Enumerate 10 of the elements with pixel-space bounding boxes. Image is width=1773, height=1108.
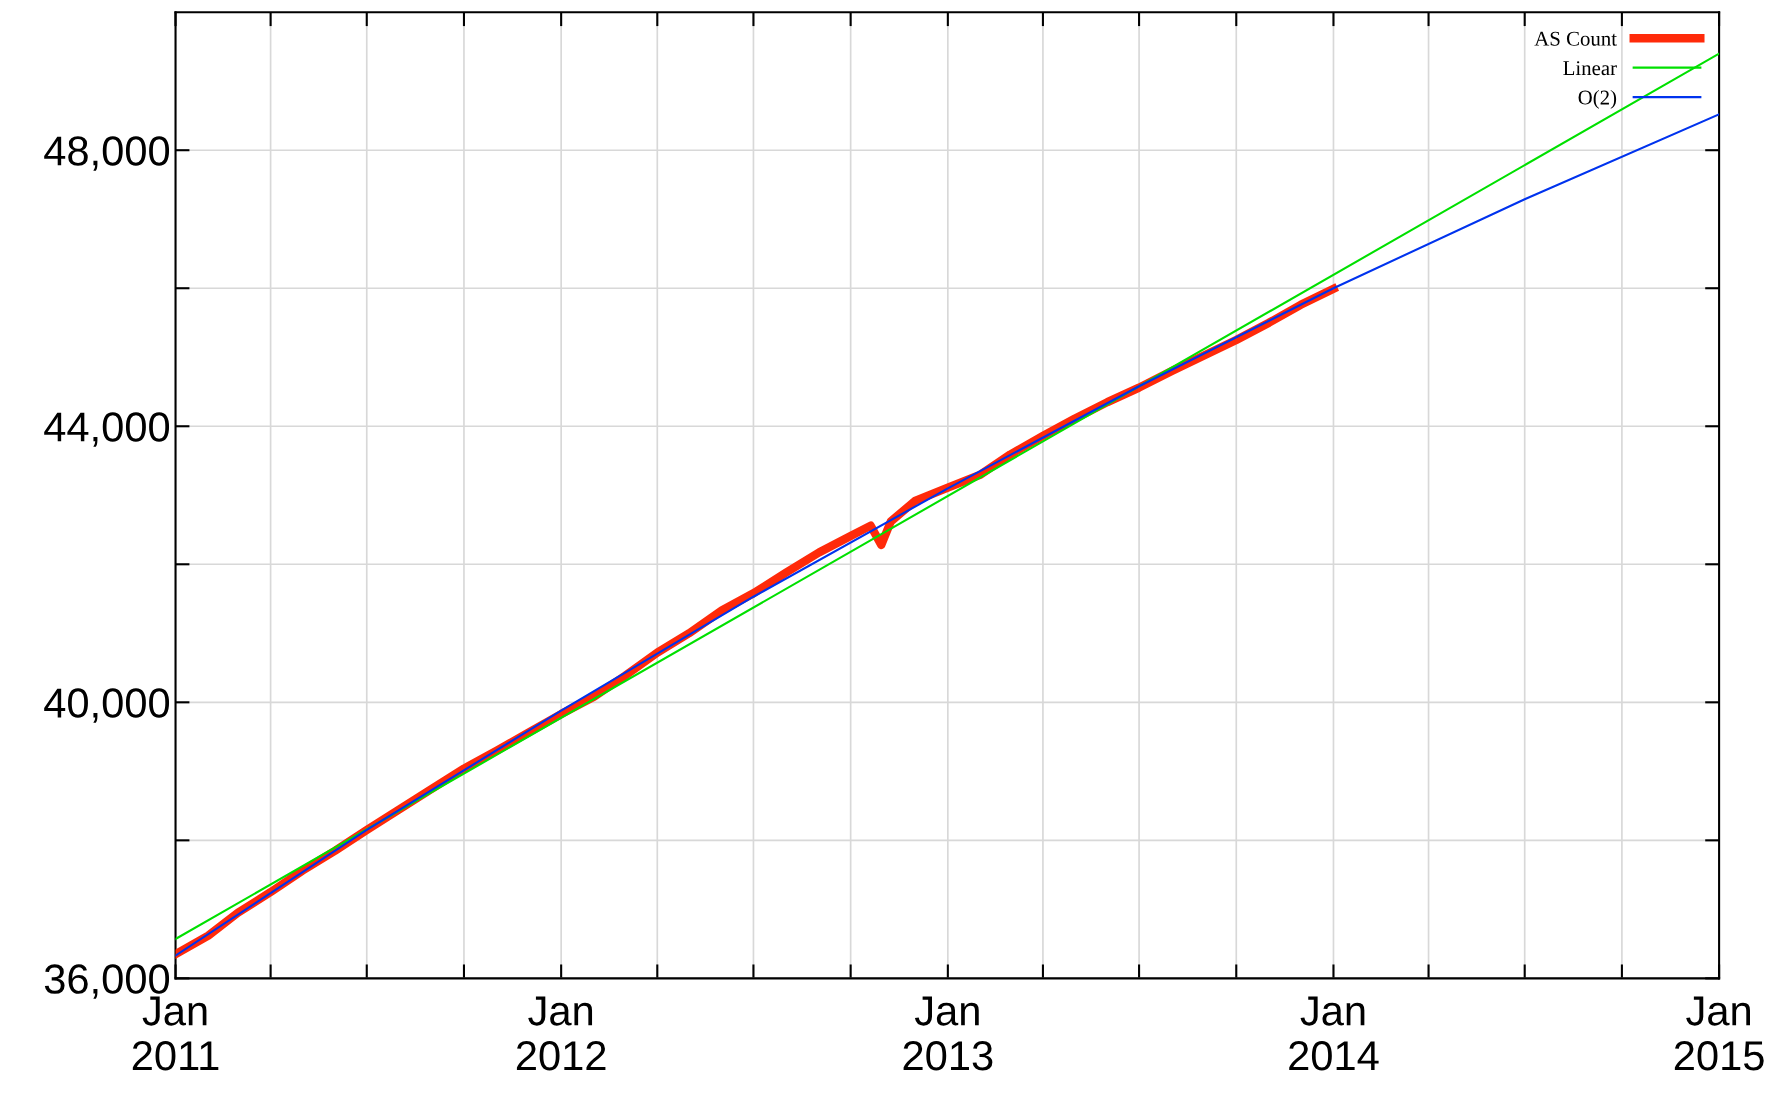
legend-label: AS Count: [1534, 31, 1617, 46]
y-tick-label: 40,000: [44, 688, 170, 723]
x-tick-label: Jan 2014: [1289, 996, 1379, 1071]
legend-label: Linear: [1563, 61, 1617, 76]
x-tick-label: Jan 2015: [1674, 996, 1764, 1071]
x-tick-label: Jan 2012: [516, 996, 606, 1071]
y-tick-label: 44,000: [44, 412, 170, 447]
x-tick-label: Jan 2013: [903, 996, 993, 1071]
legend-label: O(2): [1578, 89, 1617, 109]
y-tick-label: 48,000: [44, 136, 170, 171]
